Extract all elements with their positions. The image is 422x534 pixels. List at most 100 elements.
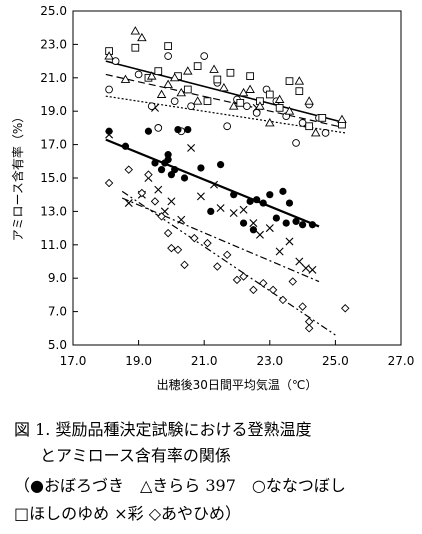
data-point <box>299 221 307 229</box>
data-point <box>239 205 248 214</box>
data-point-open-square <box>295 87 304 96</box>
data-point <box>246 72 254 80</box>
data-point-open-diamond <box>180 260 189 270</box>
data-point <box>147 102 156 111</box>
data-point-filled-circle <box>266 191 274 199</box>
data-point <box>249 285 258 295</box>
data-point <box>275 247 284 256</box>
data-point-open-square <box>154 67 163 75</box>
data-point <box>223 122 232 131</box>
data-point-filled-circle <box>144 127 153 135</box>
data-point-filled-circle <box>259 199 267 207</box>
data-point <box>177 215 186 224</box>
data-point-x-stroke <box>154 185 163 194</box>
data-point <box>268 285 278 295</box>
data-point-open-triangle <box>192 96 203 105</box>
data-point-open-circle <box>223 122 232 131</box>
data-point-open-triangle <box>137 32 147 42</box>
data-point <box>111 57 120 65</box>
data-point <box>167 243 176 253</box>
data-point <box>196 192 205 201</box>
data-point <box>193 62 202 70</box>
data-point-filled-circle <box>249 226 257 234</box>
data-point-open-triangle <box>130 26 141 35</box>
data-point-x-stroke <box>308 265 317 274</box>
data-point <box>298 119 307 127</box>
data-point-open-triangle <box>156 89 167 98</box>
data-point-open-triangle <box>265 117 275 127</box>
data-point <box>137 32 147 42</box>
data-point-open-circle <box>105 85 113 94</box>
data-point <box>207 207 215 215</box>
data-point <box>146 71 157 80</box>
data-point <box>104 51 114 60</box>
data-point <box>298 302 307 311</box>
y-tick-label: 19.0 <box>40 104 67 118</box>
data-point-open-square <box>265 90 274 99</box>
y-tick-label: 21.0 <box>40 71 67 85</box>
data-point <box>259 199 267 207</box>
data-point-open-diamond <box>278 295 288 305</box>
y-axis-title: アミロース含有率（%） <box>10 111 25 242</box>
data-point-open-diamond <box>298 302 307 311</box>
data-point-open-square <box>164 42 172 50</box>
data-point <box>131 43 140 52</box>
data-point <box>173 245 183 255</box>
y-tick-label: 11.0 <box>40 238 67 252</box>
data-point-open-diamond <box>190 233 199 243</box>
data-point-open-diamond <box>232 275 242 285</box>
data-point <box>236 98 245 107</box>
data-point <box>245 84 255 93</box>
data-point <box>170 97 179 106</box>
data-point <box>121 142 130 150</box>
data-point-x-stroke <box>301 264 310 273</box>
x-tick-label: 19.0 <box>125 354 152 368</box>
data-point-open-diamond <box>203 238 212 248</box>
trend-line-series-5 <box>121 190 336 336</box>
data-point <box>164 42 172 50</box>
data-point <box>192 96 203 105</box>
x-axis-title: 出穂後30日間平均気温（℃） <box>157 377 318 392</box>
data-point <box>144 127 153 135</box>
data-point-filled-circle <box>253 196 261 204</box>
data-point <box>226 68 235 77</box>
data-point <box>124 165 133 174</box>
data-point <box>163 79 173 88</box>
data-point-filled-circle <box>174 125 182 134</box>
data-point-open-circle <box>200 52 209 60</box>
data-point <box>151 159 159 167</box>
y-tick-label: 17.0 <box>40 138 67 152</box>
data-point-open-circle <box>292 139 300 147</box>
data-point-filled-circle <box>164 151 172 159</box>
data-point-open-circle <box>187 102 195 111</box>
y-tick-label: 5.0 <box>48 338 67 352</box>
data-point-x-stroke <box>229 209 238 218</box>
data-point-open-square <box>236 98 245 107</box>
data-point-open-triangle <box>337 114 347 124</box>
data-point-open-triangle <box>245 84 255 93</box>
data-point-filled-circle <box>151 159 159 167</box>
data-point <box>337 114 347 124</box>
data-point-filled-circle <box>246 197 254 205</box>
data-point-open-diamond <box>163 228 173 238</box>
data-point-open-circle <box>147 102 156 111</box>
data-point-open-triangle <box>255 101 265 110</box>
data-point-open-triangle <box>104 51 114 60</box>
data-point <box>156 89 167 98</box>
data-point-filled-circle <box>207 207 215 215</box>
chart: 5.0 7.0 9.0 11.0 13.0 15.0 17.0 19.0 21.0 23.0 25.… <box>10 4 414 392</box>
data-point <box>180 174 189 182</box>
data-point-open-diamond <box>239 272 248 281</box>
data-point-filled-circle <box>230 191 238 199</box>
data-point <box>183 66 193 75</box>
data-point-open-triangle <box>209 64 219 73</box>
data-point <box>154 185 163 194</box>
series-0 <box>105 125 317 234</box>
data-point <box>184 125 192 134</box>
data-point <box>259 278 268 288</box>
data-point-open-diamond <box>173 245 183 255</box>
data-point <box>130 26 141 35</box>
data-point-open-diamond <box>150 197 160 206</box>
x-tick-label: 21.0 <box>191 354 218 368</box>
data-point <box>229 209 238 218</box>
